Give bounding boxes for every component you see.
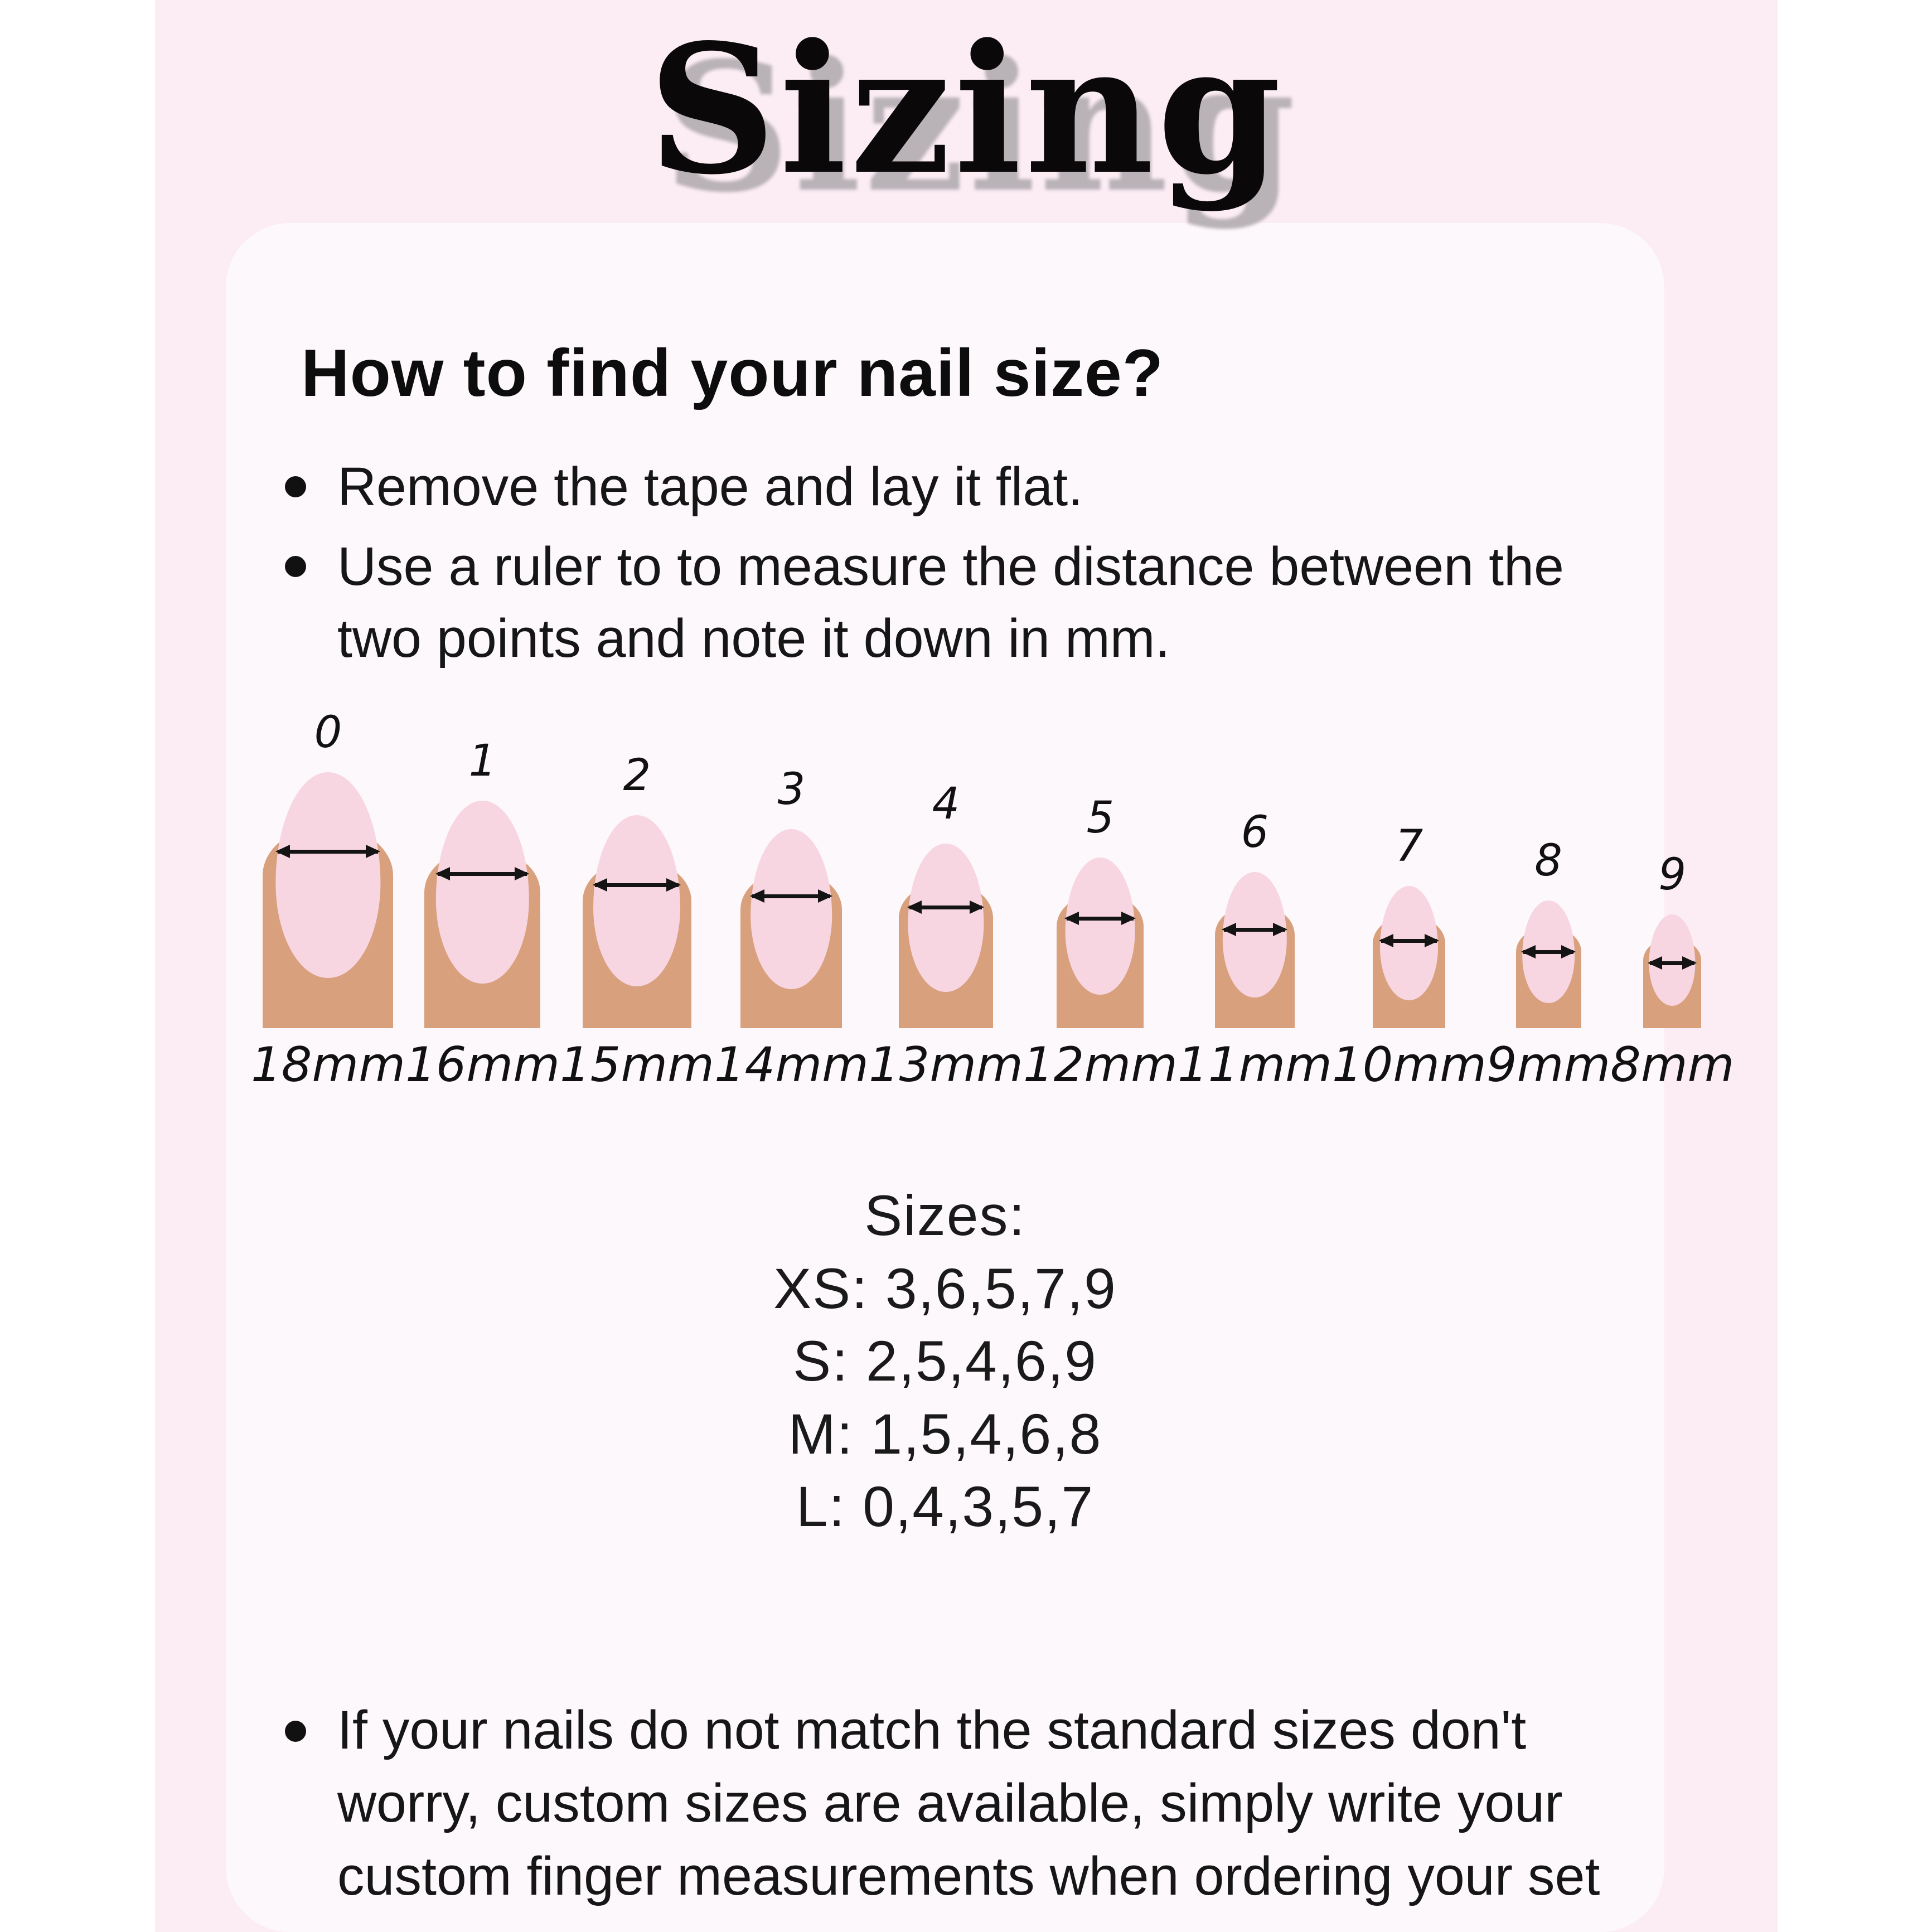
sizing-card: How to find your nail size? Remove the t…: [226, 223, 1734, 1932]
nail-shape: [275, 772, 381, 978]
width-arrow-icon: [1648, 956, 1697, 970]
sizes-heading: Sizes:: [864, 1184, 1026, 1247]
nail-size-item-1: 1 16mm: [405, 736, 560, 1093]
nail-size-label: 8mm: [1610, 1037, 1735, 1093]
nail-illustration: [898, 843, 993, 1028]
nail-illustration: [1057, 858, 1144, 1028]
nail-size-number: 1: [468, 736, 497, 786]
width-arrow-icon: [435, 867, 530, 880]
nail-size-item-2: 2 15mm: [560, 750, 714, 1093]
custom-size-note-list: If your nails do not match the standard …: [226, 1694, 1664, 1913]
page-title: Sizing: [648, 5, 1285, 214]
nail-size-label: 18mm: [251, 1037, 405, 1093]
width-arrow-icon: [593, 878, 681, 892]
nail-size-number: 9: [1658, 850, 1687, 900]
nail-illustration: [1515, 900, 1581, 1028]
nail-size-item-7: 7 10mm: [1332, 821, 1486, 1093]
nail-size-item-5: 5 12mm: [1023, 793, 1178, 1093]
nail-illustration: [1373, 886, 1446, 1028]
nail-illustration: [582, 815, 691, 1028]
guide-bullet-item: Use a ruler to to measure the distance b…: [282, 530, 1631, 674]
width-arrow-icon: [750, 889, 833, 903]
nail-shape: [750, 829, 832, 989]
width-arrow-icon: [275, 845, 381, 858]
nail-size-label: 16mm: [405, 1037, 560, 1093]
width-arrow-icon: [907, 900, 985, 914]
nail-size-item-4: 4 13mm: [869, 779, 1023, 1093]
nail-size-item-9: 9 8mm: [1610, 850, 1734, 1093]
nail-size-number: 2: [623, 750, 651, 801]
guide-bullet-list: Remove the tape and lay it flat. Use a r…: [226, 451, 1664, 674]
guide-heading: How to find your nail size?: [301, 336, 1164, 410]
nail-size-number: 6: [1241, 807, 1269, 858]
width-arrow-icon: [1064, 912, 1136, 925]
nail-size-number: 3: [777, 764, 806, 815]
nail-size-item-0: 0 18mm: [251, 708, 405, 1093]
nail-illustration: [263, 772, 394, 1028]
nail-illustration: [740, 829, 842, 1028]
nail-size-number: 5: [1086, 793, 1115, 843]
sizes-line-l: L: 0,4,3,5,7: [796, 1475, 1095, 1539]
nail-size-label: 12mm: [1023, 1037, 1178, 1093]
nail-size-number: 4: [932, 778, 960, 829]
sizes-line-xs: XS: 3,6,5,7,9: [773, 1256, 1117, 1320]
nail-shape: [593, 815, 681, 986]
nail-illustration: [424, 801, 541, 1028]
nail-illustration: [1214, 871, 1295, 1028]
nail-size-number: 8: [1534, 835, 1562, 886]
nail-size-label: 14mm: [714, 1037, 869, 1093]
width-arrow-icon: [1521, 945, 1576, 958]
sizes-line-s: S: 2,5,4,6,9: [793, 1329, 1097, 1393]
nail-size-number: 0: [314, 708, 342, 758]
nail-size-label: 11mm: [1177, 1037, 1332, 1093]
nail-size-label: 15mm: [559, 1037, 714, 1093]
nail-size-number: 7: [1395, 821, 1423, 871]
width-arrow-icon: [1222, 923, 1288, 936]
nail-size-label: 10mm: [1331, 1037, 1486, 1093]
nail-size-chart: 0 18mm 1 16mm 2: [251, 708, 1734, 1093]
nail-size-item-8: 8 9mm: [1486, 836, 1610, 1093]
guide-bullet-item: Remove the tape and lay it flat.: [282, 451, 1631, 522]
nail-size-label: 9mm: [1486, 1037, 1611, 1093]
width-arrow-icon: [1379, 934, 1440, 947]
sizes-block: Sizes: XS: 3,6,5,7,9 S: 2,5,4,6,9 M: 1,5…: [226, 1179, 1664, 1543]
sizes-line-m: M: 1,5,4,6,8: [788, 1402, 1102, 1466]
nail-size-label: 13mm: [868, 1037, 1023, 1093]
nail-illustration: [1643, 914, 1702, 1028]
nail-shape: [1066, 858, 1135, 995]
custom-size-note: If your nails do not match the standard …: [282, 1694, 1609, 1913]
nail-size-item-6: 6 11mm: [1178, 807, 1332, 1093]
nail-size-item-3: 3 14mm: [714, 764, 869, 1093]
nail-shape: [436, 801, 529, 984]
nail-shape: [908, 843, 984, 992]
